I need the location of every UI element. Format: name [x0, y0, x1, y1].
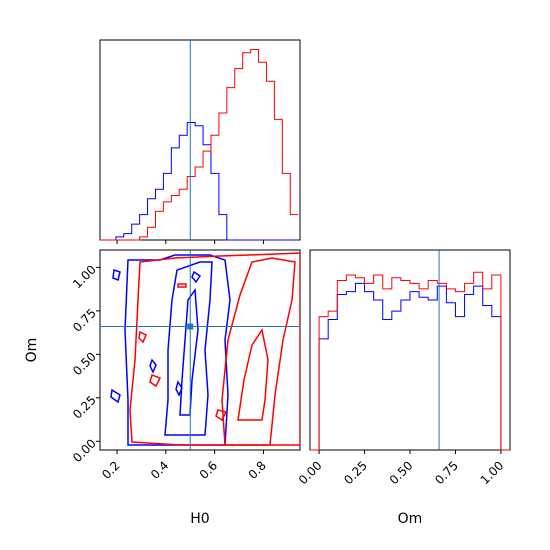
h0-histogram-frame: [99, 39, 301, 241]
om-x-tick-label: 0.75: [432, 458, 461, 487]
contour-x-axis: 0.2 0.4 0.6 0.8: [99, 450, 269, 482]
contour-x-tick-label: 0.6: [197, 458, 220, 481]
blue-contour-blob4: [175, 380, 183, 397]
contour-y-tick-label: 0.75: [70, 306, 99, 335]
contour-x-tick-label: 0.4: [148, 458, 171, 481]
blue-contour-inner: [164, 261, 213, 436]
contour-plot: [110, 252, 300, 446]
contour-y-axis-label: Om: [24, 338, 40, 363]
om-histogram: [310, 250, 510, 451]
contour-x-tick-label: 0.8: [246, 458, 269, 481]
h0-histogram: [100, 40, 299, 241]
blue-contour-blob1: [112, 268, 121, 282]
contour-y-tick-label: 0.00: [70, 436, 99, 465]
red-contour-core: [237, 328, 269, 421]
blue-contour-blob3: [149, 358, 157, 374]
blue-contour-core: [179, 287, 199, 416]
om-x-tick-label: 0.50: [387, 458, 416, 487]
contour-y-tick-label: 0.50: [70, 349, 99, 378]
blue-contour-outer: [124, 254, 231, 446]
contour-truth-marker: [187, 323, 194, 330]
om-x-axis: 0.00 0.25 0.50 0.75 1.00: [296, 450, 507, 487]
om-histogram-frame: [309, 249, 511, 451]
om-x-tick-label: 1.00: [478, 458, 507, 487]
red-contour-blob4: [177, 283, 187, 288]
red-contour-blob1: [138, 330, 147, 344]
red-contour-outer: [129, 252, 300, 446]
h0-histogram-series-1: [100, 49, 299, 241]
contour-x-axis-label: H0: [190, 511, 209, 527]
contour-y-axis: 0.00 0.25 0.50 0.75 1.00: [70, 262, 100, 465]
red-contour-blob2: [149, 374, 162, 388]
blue-contour-blob2: [110, 388, 121, 404]
h0-histogram-series-0: [100, 122, 299, 241]
h0-histogram-x-ticks: [116, 240, 264, 244]
red-contour-inner: [221, 257, 296, 446]
red-contour-blob3: [215, 409, 228, 422]
om-x-axis-label: Om: [398, 511, 423, 527]
contour-y-tick-label: 0.25: [70, 393, 99, 422]
contour-y-tick-label: 1.00: [70, 262, 99, 291]
blue-contour-blob5: [191, 270, 202, 284]
om-x-tick-label: 0.00: [296, 458, 325, 487]
om-histogram-series-1: [310, 271, 510, 451]
om-x-tick-label: 0.25: [341, 458, 370, 487]
om-histogram-series-0: [310, 282, 510, 451]
contour-x-tick-label: 0.2: [99, 458, 122, 481]
